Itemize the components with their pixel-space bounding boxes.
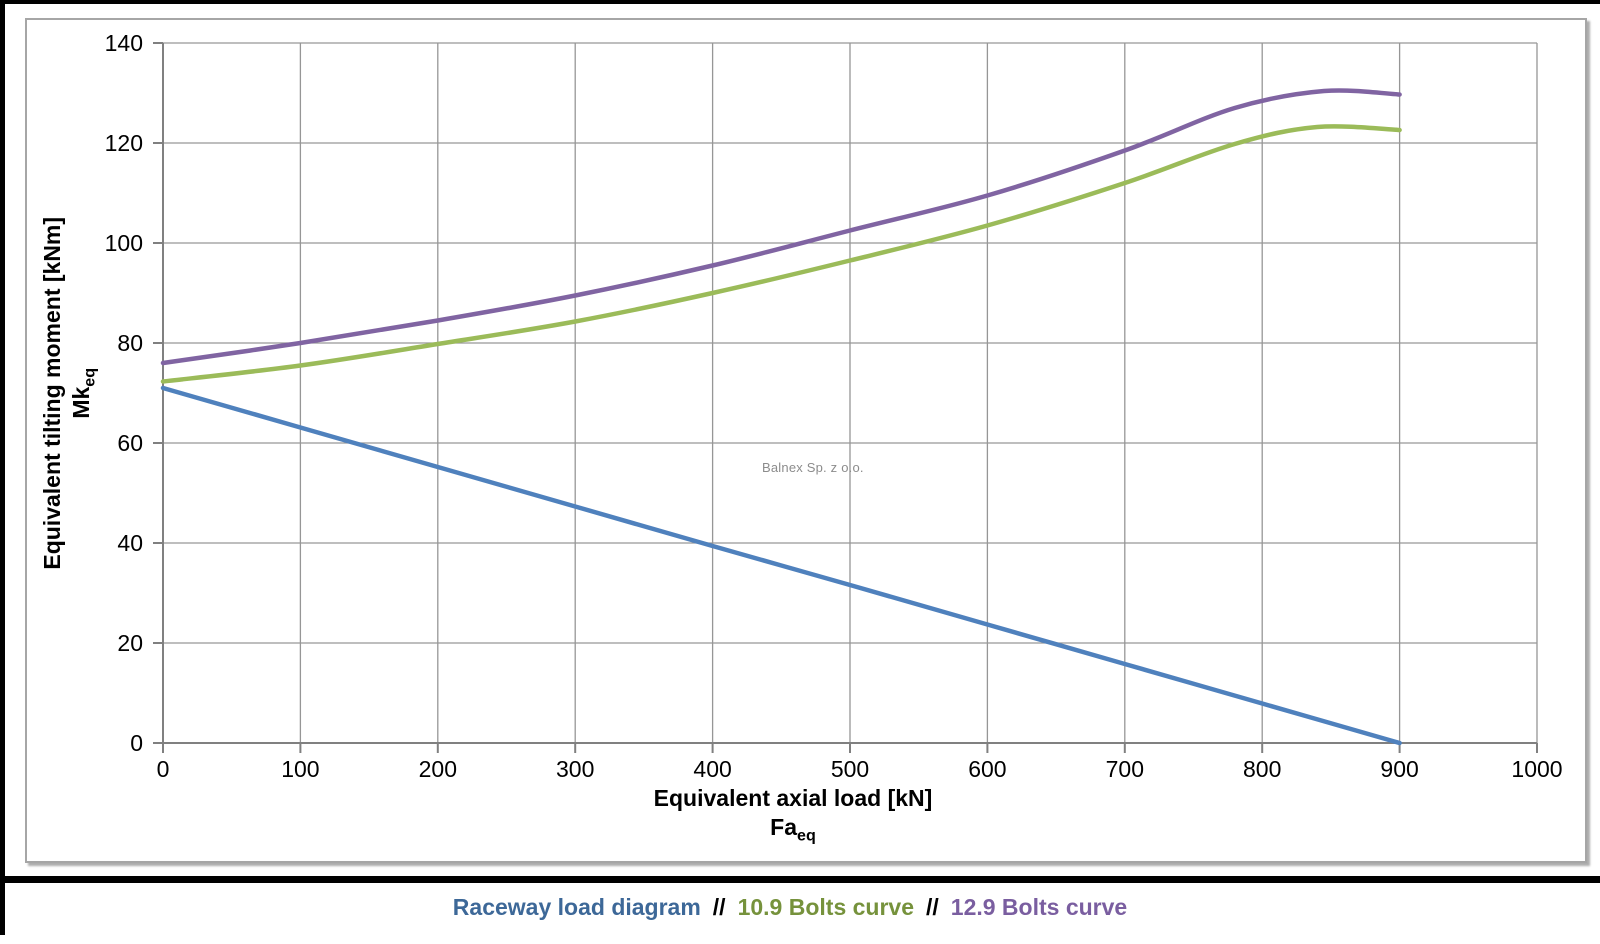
x-tick-label: 0	[156, 756, 170, 782]
x-tick-label: 1000	[1511, 756, 1563, 782]
page-border-top	[0, 0, 1600, 4]
y-tick-label: 80	[117, 330, 143, 356]
legend-item-raceway-load-diagram: Raceway load diagram	[452, 894, 701, 920]
y-tick-label: 40	[117, 530, 143, 556]
x-tick-label: 100	[281, 756, 320, 782]
x-tick-label: 400	[693, 756, 732, 782]
divider-rule	[0, 876, 1600, 883]
x-tick-label: 700	[1105, 756, 1144, 782]
series-line-10-9-bolts-curve	[160, 124, 1402, 384]
x-axis-title-block: Equivalent axial load [kN] Faeq	[163, 784, 1423, 851]
legend: Raceway load diagram // 10.9 Bolts curve //…	[0, 894, 1580, 921]
x-tick-label: 500	[830, 756, 870, 782]
x-tick-label: 200	[418, 756, 457, 782]
series-line-12-9-bolts-curve	[160, 88, 1402, 366]
y-tick-label: 0	[130, 730, 143, 756]
y-tick-label: 100	[104, 230, 143, 256]
y-axis-title: Equivalent tilting moment [kNm]	[38, 216, 65, 570]
x-axis-symbol: Faeq	[770, 814, 816, 845]
x-tick-label: 600	[968, 756, 1007, 782]
legend-item-12-9-bolts-curve: 12.9 Bolts curve	[950, 894, 1128, 920]
legend-separator: //	[712, 894, 726, 920]
watermark: Balnex Sp. z o.o.	[762, 460, 864, 475]
legend-separator: //	[926, 894, 939, 920]
page-border-left	[0, 0, 5, 935]
y-tick-label: 20	[117, 630, 143, 656]
legend-item-10-9-bolts-curve: 10.9 Bolts curve	[737, 894, 914, 920]
y-axis-symbol: Mkeq	[67, 367, 99, 419]
y-tick-label: 120	[104, 130, 143, 156]
x-tick-label: 800	[1243, 756, 1282, 782]
x-axis-title: Equivalent axial load [kN]	[653, 785, 933, 811]
y-tick-label: 60	[117, 430, 143, 456]
y-tick-label: 140	[104, 30, 143, 56]
series-line-raceway-load-diagram	[160, 385, 1402, 746]
x-tick-label: 900	[1380, 756, 1419, 782]
x-tick-label: 300	[556, 756, 595, 782]
y-axis-title-block: Equivalent tilting moment [kNm] Mkeq	[36, 43, 106, 743]
